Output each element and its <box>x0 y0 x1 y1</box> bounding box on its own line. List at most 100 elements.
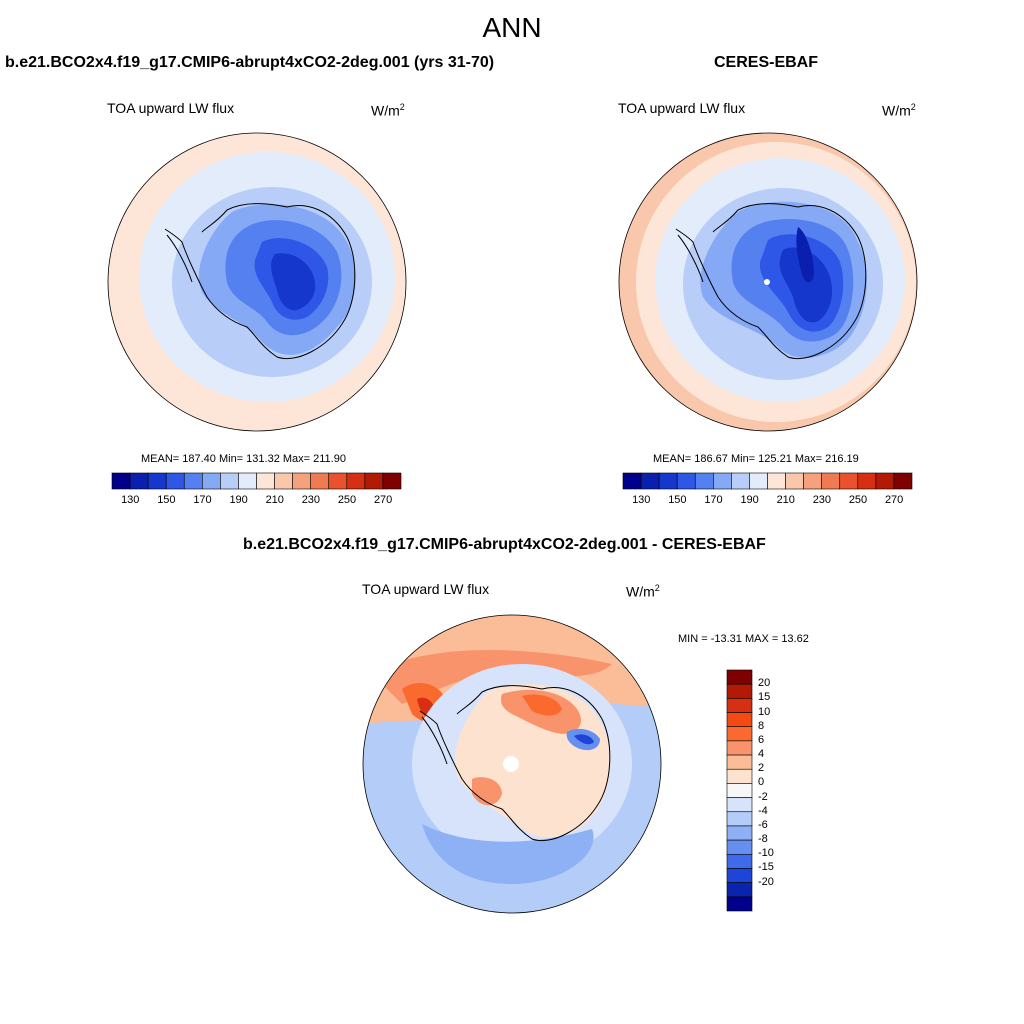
colorbar-swatch <box>713 472 732 490</box>
panel-2-stats: MEAN= 186.67 Min= 125.21 Max= 216.19 <box>653 453 859 465</box>
panel-1-colorbar-labels: 130 150 170 190 210 230 250 270 <box>112 494 401 508</box>
colorbar-tick-label: 270 <box>884 494 904 506</box>
colorbar-swatch <box>726 768 753 784</box>
colorbar-swatch <box>202 472 221 490</box>
colorbar-tick-label: 15 <box>758 691 771 704</box>
colorbar-swatch <box>767 472 786 490</box>
panel-3-stats: MIN = -13.31 MAX = 13.62 <box>678 633 809 645</box>
colorbar-tick-label: 230 <box>301 494 321 506</box>
colorbar-tick-label: -8 <box>758 833 768 846</box>
colorbar-tick-label: -20 <box>758 875 774 888</box>
colorbar-swatch <box>256 472 275 490</box>
panel-1-title: b.e21.BCO2x4.f19_g17.CMIP6-abrupt4xCO2-2… <box>5 54 495 71</box>
panel-2-title: CERES-EBAF <box>714 54 819 71</box>
colorbar-swatch <box>726 683 753 699</box>
colorbar-tick-label: 210 <box>265 494 284 506</box>
colorbar-tick-label: 250 <box>848 494 868 506</box>
colorbar-tick-label: 190 <box>740 494 759 506</box>
colorbar-swatch <box>857 472 877 490</box>
colorbar-tick-label: 20 <box>758 677 771 690</box>
panel-3-colorbar <box>726 669 753 912</box>
colorbar-swatch <box>292 472 311 490</box>
colorbar-swatch <box>129 472 149 490</box>
colorbar-swatch <box>694 472 714 490</box>
colorbar-swatch <box>346 472 366 490</box>
colorbar-tick-label: 10 <box>758 705 771 718</box>
panel-3-title: b.e21.BCO2x4.f19_g17.CMIP6-abrupt4xCO2-2… <box>243 536 766 553</box>
colorbar-swatch <box>726 882 753 898</box>
colorbar-tick-label: 150 <box>157 494 176 506</box>
colorbar-tick-label: 210 <box>776 494 795 506</box>
colorbar-tick-label: -10 <box>758 847 774 860</box>
colorbar-swatch <box>622 472 642 490</box>
panel-2-variable: TOA upward LW flux <box>618 100 746 116</box>
colorbar-swatch <box>726 797 753 813</box>
colorbar-swatch <box>726 712 753 728</box>
colorbar-swatch <box>749 472 768 490</box>
colorbar-tick-label: 270 <box>373 494 393 506</box>
colorbar-tick-label: 130 <box>121 494 140 506</box>
colorbar-swatch <box>726 698 753 713</box>
colorbar-swatch <box>183 472 203 490</box>
colorbar-tick-label: 130 <box>632 494 651 506</box>
colorbar-swatch <box>785 472 804 490</box>
colorbar-swatch <box>726 825 753 841</box>
colorbar-swatch <box>726 754 753 770</box>
colorbar-swatch <box>803 472 822 490</box>
colorbar-tick-label: -6 <box>758 818 768 831</box>
colorbar-tick-label: 2 <box>758 762 765 775</box>
colorbar-tick-label: -4 <box>758 804 768 817</box>
colorbar-swatch <box>238 472 257 490</box>
panel-2-colorbar-labels: 130 150 170 190 210 230 250 270 <box>623 494 912 508</box>
colorbar-swatch <box>726 669 753 685</box>
colorbar-swatch <box>640 472 660 490</box>
colorbar-swatch <box>726 740 753 756</box>
colorbar-tick-label: 170 <box>193 494 212 506</box>
panel-1-variable: TOA upward LW flux <box>107 100 235 116</box>
panel-1-map <box>107 132 407 432</box>
colorbar-swatch <box>821 472 841 490</box>
colorbar-tick-label: 150 <box>668 494 687 506</box>
colorbar-swatch <box>111 472 131 490</box>
panel-3-map <box>362 614 662 914</box>
colorbar-tick-label: 8 <box>758 719 765 732</box>
colorbar-swatch <box>726 896 753 912</box>
colorbar-tick-label: 170 <box>704 494 723 506</box>
colorbar-swatch <box>382 472 402 490</box>
colorbar-swatch <box>726 783 753 798</box>
colorbar-tick-label: 0 <box>758 776 765 789</box>
colorbar-swatch <box>364 472 384 490</box>
colorbar-swatch <box>274 472 293 490</box>
colorbar-swatch <box>310 472 330 490</box>
colorbar-swatch <box>726 811 753 827</box>
colorbar-tick-label: -15 <box>758 861 774 874</box>
colorbar-tick-label: 190 <box>229 494 248 506</box>
panel-3-variable: TOA upward LW flux <box>362 581 490 597</box>
colorbar-tick-label: -2 <box>758 790 768 803</box>
colorbar-swatch <box>893 472 913 490</box>
colorbar-swatch <box>220 472 239 490</box>
panel-3-units: W/m2 <box>626 583 660 600</box>
colorbar-swatch <box>726 726 753 742</box>
panel-1-units: W/m2 <box>371 102 405 119</box>
colorbar-swatch <box>676 472 696 490</box>
panel-1-stats: MEAN= 187.40 Min= 131.32 Max= 211.90 <box>141 453 346 465</box>
panel-2-colorbar <box>622 472 913 490</box>
panel-2-map <box>618 132 918 432</box>
panel-3-colorbar-labels: 20 15 10 8 6 4 2 0 -2 -4 -6 -8 -10 -15 -20 <box>758 670 798 911</box>
colorbar-swatch <box>726 853 753 869</box>
colorbar-tick-label: 6 <box>758 733 765 746</box>
colorbar-tick-label: 230 <box>812 494 832 506</box>
panel-1-colorbar <box>111 472 402 490</box>
colorbar-tick-label: 250 <box>337 494 357 506</box>
colorbar-swatch <box>839 472 859 490</box>
colorbar-swatch <box>658 472 678 490</box>
colorbar-swatch <box>731 472 750 490</box>
colorbar-tick-label: 4 <box>758 748 765 761</box>
colorbar-swatch <box>147 472 167 490</box>
colorbar-swatch <box>726 839 753 855</box>
colorbar-swatch <box>165 472 185 490</box>
colorbar-swatch <box>875 472 895 490</box>
figure-title: ANN <box>482 12 542 43</box>
panel-2-units: W/m2 <box>882 102 916 119</box>
